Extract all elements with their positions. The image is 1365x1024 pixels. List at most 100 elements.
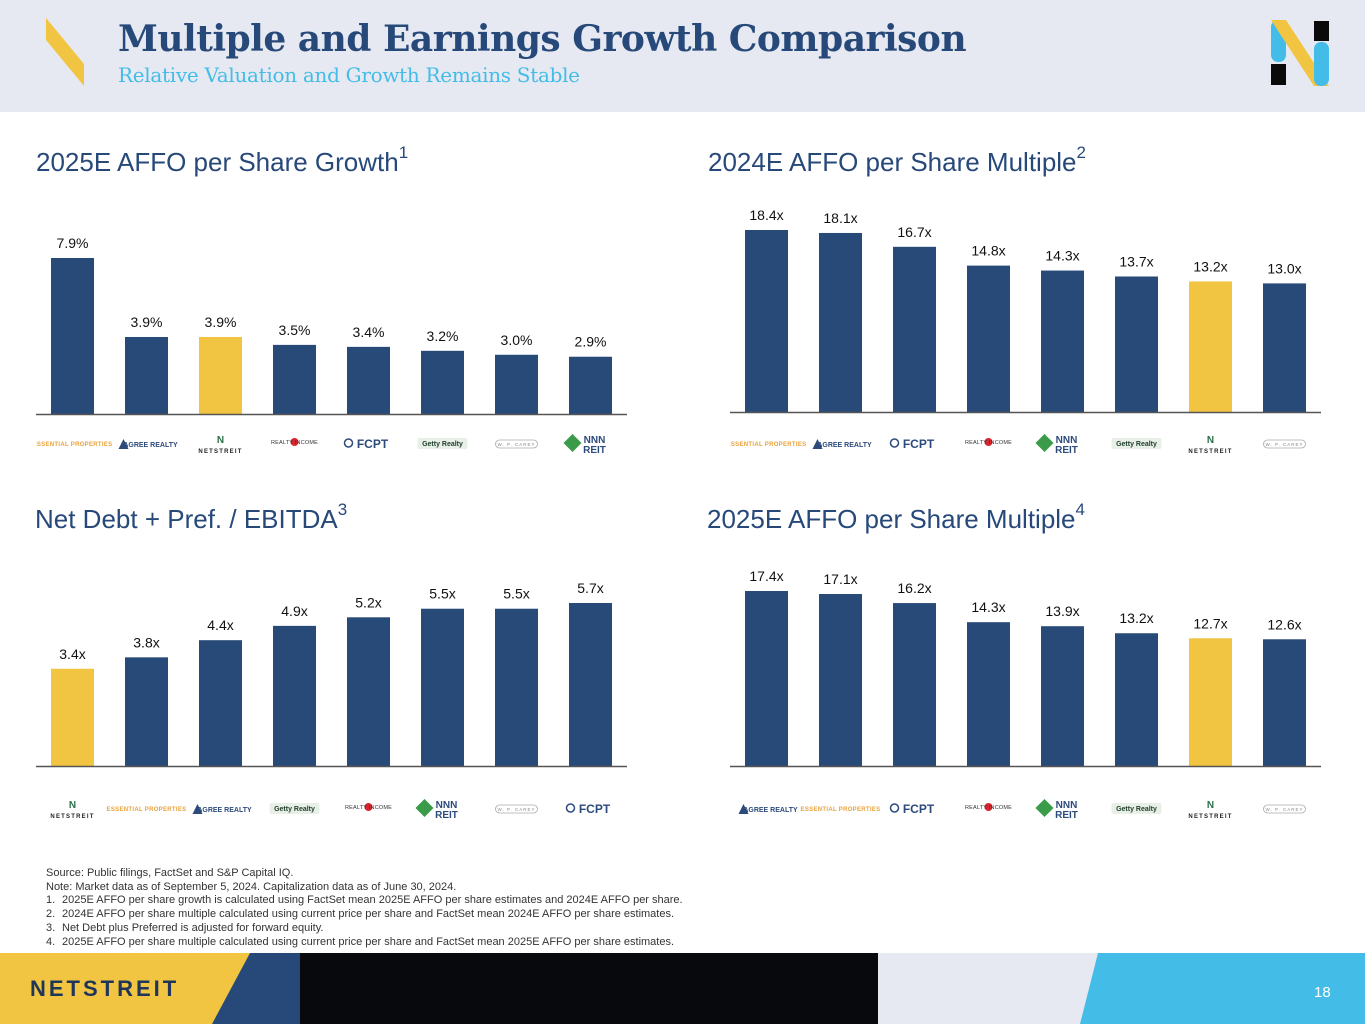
footnote-marker: 4 [1075,500,1085,519]
nnn-diamond-icon [563,434,582,452]
getty-badge-icon [1111,438,1162,449]
footnote-text: Net Debt plus Preferred is adjusted for … [62,921,324,934]
bar-getty-realty [273,625,316,766]
bar-nnn-reit [569,356,612,414]
company-logo-netstreit: N NETSTREIT [198,435,241,455]
realty-income-mark-icon [364,803,373,811]
logo-text: W. P. CAREY [498,442,536,447]
company-logo-w-p-carey: W. P. CAREY [495,804,538,814]
bar-netstreit [1189,638,1232,766]
footnote-number: 2. [46,908,56,921]
logo-mark-letter: N [1207,800,1214,811]
bar-w-p-carey [495,354,538,414]
bar-getty-realty [1115,633,1158,766]
bar-fcpt [569,603,612,766]
bar-essential-properties [125,657,168,766]
logo-text: REALTY INCOME [271,440,318,446]
logo-text: W. P. CAREY [1266,807,1304,812]
company-logo-essential-properties: ESSENTIAL PROPERTIES [107,807,187,813]
company-logo-netstreit: N NETSTREIT [1188,435,1232,455]
agree-mark-icon [118,439,129,449]
footnote-item: 4. 2025E AFFO per share multiple calculat… [46,936,683,950]
realty-income-mark-icon [984,803,993,811]
wpc-badge-icon [1263,439,1306,449]
note-line: Note: Market data as of September 5, 202… [46,880,457,893]
wpc-badge-icon [495,804,538,814]
footnote-marker: 1 [398,143,409,162]
company-logo-realty-income: REALTY INCOME [965,438,1012,446]
company-logo-fcpt: FCPT [565,802,611,816]
data-label: 12.6x [1267,616,1301,632]
footnote-marker: 3 [337,500,348,519]
logo-text: NNN [436,800,458,811]
logo-text: FCPT [579,802,611,816]
company-logo-realty-income: REALTY INCOME [965,803,1012,811]
bar-realty-income [967,622,1010,766]
company-logo-fcpt: FCPT [889,437,935,451]
fcpt-mark-icon [343,438,354,448]
bar-netstreit [51,668,94,766]
bar-realty-income [967,265,1010,412]
chart-title-text: Net Debt + Pref. / EBITDA [35,504,338,534]
data-label: 12.7x [1193,615,1227,631]
logo-text: NETSTREIT [1188,449,1232,455]
logo-text: NETSTREIT [1188,814,1232,820]
company-logo-agree-realty: AGREE REALTY [118,439,178,449]
footnote-text: 2025E AFFO per share growth is calculate… [62,894,683,907]
data-label: 5.5x [429,586,455,602]
wpc-badge-icon [1263,804,1306,814]
data-label: 18.1x [823,210,857,226]
data-label: 17.1x [823,571,857,587]
footnote-number: 3. [46,921,56,934]
logo-text: NNN [1056,435,1078,446]
company-logo-realty-income: REALTY INCOME [345,803,392,811]
company-logo-agree-realty: AGREE REALTY [192,804,252,814]
logo-text: REIT [1055,445,1078,456]
wpc-badge-icon [495,439,538,449]
company-logo-getty-realty: Getty Realty [1111,438,1162,449]
data-label: 14.3x [971,599,1005,615]
bar-fcpt [893,603,936,766]
data-label: 4.4x [207,617,233,633]
bar-w-p-carey [1263,283,1306,412]
data-label: 14.8x [971,243,1005,259]
company-logo-netstreit: N NETSTREIT [1188,800,1232,820]
data-label: 5.2x [355,594,381,610]
data-label: 14.3x [1045,248,1079,264]
logo-text: NNN [1056,800,1078,811]
logo-mark-letter: N [217,435,224,446]
logo-mark-letter: N [1207,435,1214,446]
footnote-text: 2025E AFFO per share multiple calculated… [62,935,675,948]
footer-brand: NETSTREIT [30,976,180,1001]
realty-income-mark-icon [984,438,993,446]
company-logo-getty-realty: Getty Realty [1111,803,1162,814]
footnote-item: 3. Net Debt plus Preferred is adjusted fo… [46,922,683,936]
chart-affo-multiple-2025: 17.4x AGREE REALTY 17.1x ESSENTIAL PROPERTI… [730,568,1321,821]
chart-affo-growth-2025: 7.9% ESSENTIAL PROPERTIES 3.9% AGREE REALTY… [36,235,627,456]
logo-text: W. P. CAREY [1266,442,1304,447]
logo-text: Getty Realty [1116,441,1157,448]
data-label: 13.2x [1193,258,1227,274]
realty-income-mark-icon [290,438,299,446]
header-band: Multiple and Earnings Growth Comparison … [0,0,1365,112]
logo-text: NNN [584,435,606,446]
logo-text: FCPT [903,437,935,451]
data-label: 5.7x [577,580,603,596]
logo-text: FCPT [357,437,389,451]
bar-agree-realty [199,640,242,766]
chart-title-text: 2024E AFFO per Share Multiple [708,147,1077,177]
logo-mark-letter: N [69,800,76,811]
chart-net-debt-ebitda: 3.4x N NETSTREIT 3.8x ESSENTIAL PROPERTIES 4.… [36,580,627,821]
bar-getty-realty [1115,276,1158,412]
agree-mark-icon [738,804,749,814]
bar-fcpt [347,346,390,414]
data-label: 3.9% [131,314,163,330]
company-logo-netstreit: N NETSTREIT [50,800,93,820]
logo-text: Getty Realty [274,806,315,813]
bar-nnn-reit [1041,626,1084,766]
data-label: 4.9x [281,603,307,619]
logo-text: AGREE REALTY [743,807,798,814]
footer-band [0,953,1365,1024]
data-label: 3.8x [133,634,159,650]
footnote-marker: 2 [1076,143,1086,162]
